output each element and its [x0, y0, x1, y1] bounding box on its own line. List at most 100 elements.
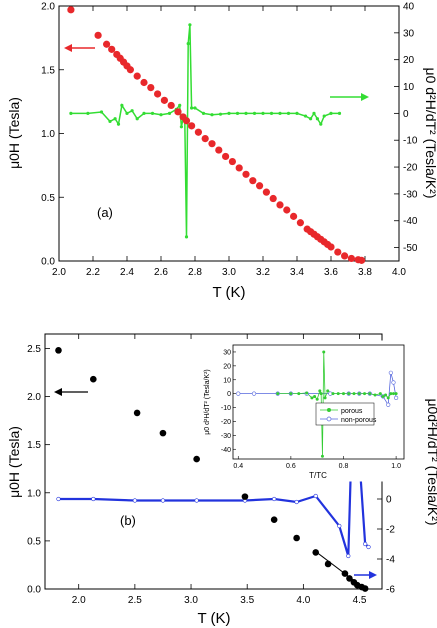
y-left-tick-label: 1.5 [27, 440, 41, 451]
series-h-point [67, 6, 75, 14]
series-d2h-point [295, 111, 299, 115]
panel-b-xlabel: T (K) [197, 610, 230, 627]
y-right-tick-label: -10 [403, 136, 418, 147]
inset-porous-point [381, 394, 385, 398]
inset-y-tick-label: 0 [227, 391, 231, 398]
x-tick-label: 3.8 [358, 267, 372, 278]
series-d2h-point [322, 114, 326, 118]
series-d2h-point [184, 235, 189, 239]
series-d2h-point [235, 111, 240, 115]
series-h-point [341, 570, 349, 577]
y-left-tick-label: 1.0 [27, 488, 41, 499]
inset-porous-point [389, 392, 393, 396]
inset-porous-point [322, 350, 326, 354]
series-h-point [160, 96, 168, 104]
series-h-point [154, 90, 162, 98]
inset-porous-point [323, 396, 327, 400]
series-d2h-point [286, 111, 291, 115]
series-h-point [55, 347, 62, 354]
inset-ylabel: μ0 d²H/dT² (Tesla/K²) [204, 369, 211, 435]
series-h-point [94, 31, 102, 39]
series-d2h-point [337, 111, 342, 115]
series-d2h-point [159, 113, 163, 117]
inset-chart: 0.4 0.6 0.8 1.0 -40 -30 -20 -10 0 10 20 30 T/TC μ0… [200, 340, 407, 482]
series-d2h-point [86, 111, 90, 115]
series-d2h-point [337, 523, 342, 529]
series-d2h-point [167, 111, 172, 115]
series-d2h-point [190, 106, 194, 110]
y-left-tick-label: 0.0 [41, 257, 55, 268]
series-h-point [228, 157, 236, 166]
x-tick-label: 3.0 [222, 267, 236, 278]
series-h-point [346, 575, 353, 582]
series-d2h-point [244, 111, 248, 115]
inset-porous-point [310, 396, 314, 400]
series-h-point [194, 128, 202, 136]
x-tick-label: 3.6 [324, 267, 338, 278]
y-right-tick-label: -6 [386, 585, 395, 596]
inset-porous-point [347, 392, 351, 396]
series-d2h-point [91, 496, 96, 502]
legend-non-porous: non-porous [341, 417, 377, 424]
inset-porous-point [336, 392, 340, 396]
x-tick-label: 2.2 [86, 267, 100, 278]
inset-y-tick-label: -30 [221, 433, 231, 440]
arrow-left-head [54, 388, 62, 396]
series-h-point [241, 493, 249, 500]
series-d2h-point [69, 111, 73, 115]
y-right-tick-label: -2 [386, 525, 395, 536]
inset-porous-point [357, 392, 361, 396]
y-right-tick-label: -50 [403, 243, 418, 254]
inset-non-porous-point [386, 402, 391, 407]
panel-a-ylabel-right: μ0 d²H/dT² (Tesla/K²) [423, 68, 437, 199]
series-h-point [269, 194, 277, 203]
series-h-point [327, 243, 335, 251]
inset-y-tick-label: 20 [223, 363, 231, 370]
x-tick-label: 4.0 [392, 267, 406, 278]
series-d2h-point [135, 117, 139, 121]
x-tick-label: 3.2 [256, 267, 270, 278]
inset-porous-point [326, 389, 330, 393]
y-right-tick-label: 0 [386, 495, 392, 506]
inset-porous-point [341, 392, 345, 396]
y-left-tick-label: 2.0 [27, 392, 41, 403]
series-h-point [358, 256, 366, 264]
y-left-tick-label: 0.5 [27, 536, 41, 547]
panel-a-xlabel: T (K) [212, 284, 245, 301]
inset-porous-point [289, 392, 293, 396]
series-h-point [334, 248, 342, 256]
series-h-point [283, 206, 291, 214]
series-h-point [296, 219, 304, 227]
y-left-tick-label: 1.5 [41, 65, 55, 76]
y-right-tick-label: -20 [403, 163, 418, 174]
series-d2h-point [269, 111, 274, 115]
series-h-point [159, 429, 167, 437]
inset-non-porous-point [394, 395, 399, 400]
inset-porous-point [386, 396, 390, 400]
series-d2h-point [125, 111, 129, 115]
series-d2h-point [272, 496, 277, 502]
inset-porous-point [331, 392, 335, 396]
inset-porous-point [384, 393, 388, 397]
y-right-tick-label: 20 [403, 55, 415, 66]
y-right-tick-label: -40 [403, 216, 418, 227]
x-tick-label: 2.0 [52, 267, 66, 278]
inset-x-tick-label: 0.6 [286, 463, 296, 470]
y-left-tick-label: 1.0 [41, 129, 55, 140]
y-right-tick-label: 40 [403, 2, 415, 13]
series-d2h-point [113, 117, 117, 121]
series-h-point [133, 72, 141, 80]
series-h-point [347, 254, 355, 263]
panel-a-label: (a) [97, 205, 113, 220]
series-h-point [324, 560, 332, 568]
inset-x-tick-label: 1.0 [391, 463, 401, 470]
inset-non-porous-point [236, 391, 241, 396]
series-d2h-point [178, 103, 182, 107]
series-d2h-point [108, 119, 112, 124]
arrow-right-head [361, 93, 369, 101]
series-d2h-point [179, 125, 183, 129]
series-d2h-point [142, 111, 146, 115]
series-d2h-point [218, 112, 223, 116]
series-d2h-point [188, 23, 192, 27]
